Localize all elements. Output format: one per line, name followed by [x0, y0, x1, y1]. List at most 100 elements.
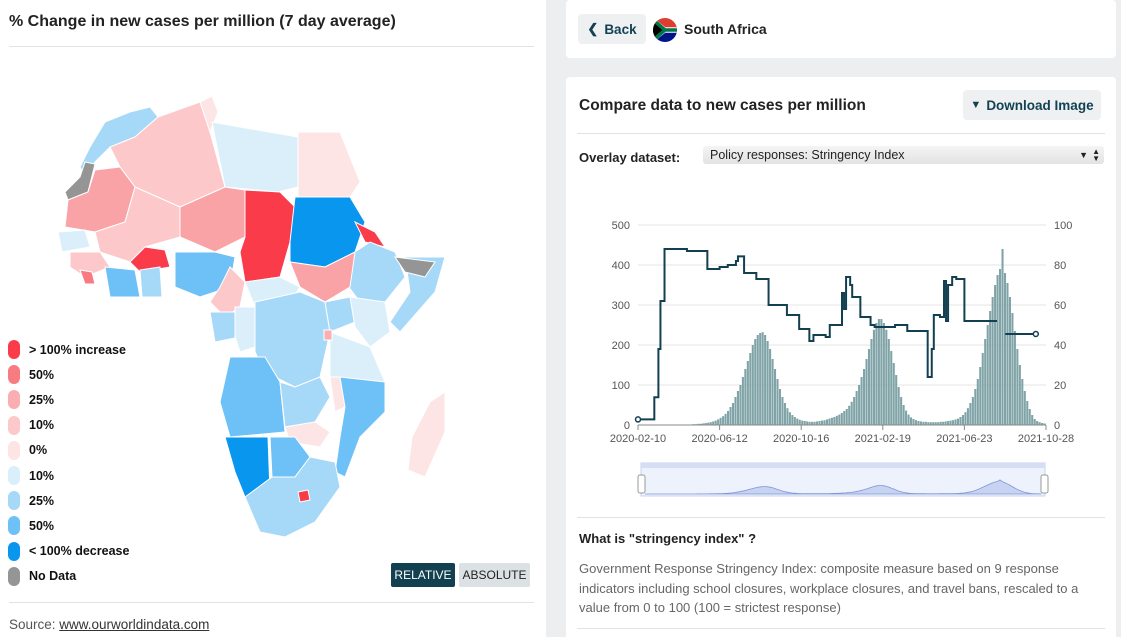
- cases-bar: [855, 391, 858, 425]
- range-handle-right[interactable]: [1040, 474, 1049, 494]
- cases-bar: [833, 417, 836, 425]
- y-left-tick-label: 100: [612, 380, 630, 392]
- map-country-senegal[interactable]: [57, 229, 91, 253]
- cases-bar: [867, 349, 871, 425]
- cases-bar: [905, 410, 908, 425]
- map-panel: % Change in new cases per million (7 day…: [0, 0, 546, 637]
- map-country-zambia[interactable]: [279, 376, 331, 428]
- africa-map[interactable]: [40, 92, 460, 542]
- cases-bar: [1036, 421, 1039, 425]
- legend-item: 10%: [8, 413, 158, 438]
- legend-item: > 100% increase: [8, 337, 158, 362]
- legend-item: < 100% decrease: [8, 539, 158, 564]
- map-country-kenya[interactable]: [349, 296, 391, 348]
- cases-bar: [907, 414, 910, 425]
- cases-bar: [912, 419, 915, 425]
- legend-item: 25%: [8, 387, 158, 412]
- back-button[interactable]: ❮ Back: [578, 14, 646, 44]
- map-country-mozambique[interactable]: [334, 376, 386, 478]
- cases-bar: [914, 420, 918, 425]
- map-country-rwanda[interactable]: [323, 329, 333, 341]
- map-country-libya[interactable]: [211, 121, 299, 193]
- cases-bar: [870, 339, 873, 425]
- range-selector[interactable]: [637, 462, 1049, 497]
- cases-bar: [1006, 283, 1009, 425]
- cases-bar: [927, 422, 930, 425]
- cases-bar: [994, 285, 997, 425]
- cases-bar: [969, 403, 972, 425]
- cases-bar: [880, 319, 883, 425]
- stringency-marker: [634, 416, 642, 423]
- absolute-toggle-button[interactable]: ABSOLUTE: [459, 563, 530, 587]
- x-tick-label: 2021-02-19: [855, 433, 911, 445]
- divider: [9, 602, 534, 603]
- cases-bar: [744, 369, 747, 425]
- map-country-madagascar[interactable]: [407, 391, 446, 478]
- source-link[interactable]: www.ourworldindata.com: [59, 617, 210, 632]
- cases-bar: [956, 418, 960, 425]
- map-country-chad[interactable]: [239, 189, 296, 283]
- cases-bar: [801, 420, 804, 425]
- cases-bar: [729, 407, 732, 425]
- cases-bar: [1016, 349, 1019, 425]
- map-country-sierra-leone[interactable]: [79, 269, 96, 285]
- map-country-eritrea[interactable]: [353, 220, 387, 248]
- cases-bar: [835, 415, 838, 425]
- divider: [9, 46, 534, 47]
- cases-bar: [1043, 423, 1046, 425]
- map-country-congo[interactable]: [234, 306, 256, 353]
- map-country-burkina[interactable]: [129, 246, 171, 273]
- map-country-ghana[interactable]: [139, 266, 163, 298]
- cases-bar: [774, 369, 777, 425]
- y-right-tick-label: 0: [1054, 420, 1060, 432]
- cases-bar: [796, 418, 799, 425]
- map-country-south-africa[interactable]: [244, 456, 341, 538]
- x-tick-label: 2020-02-10: [610, 433, 666, 445]
- overlay-dataset-label: Overlay dataset:: [579, 150, 681, 165]
- map-country-cote-divoire[interactable]: [104, 266, 141, 298]
- cases-bar: [877, 319, 880, 425]
- map-country-lesotho[interactable]: [297, 489, 311, 503]
- range-selector-preview: [645, 479, 1042, 495]
- cases-bar: [986, 325, 989, 425]
- stringency-question: What is "stringency index" ?: [579, 531, 757, 546]
- map-country-south-sudan[interactable]: [289, 251, 356, 303]
- divider: [577, 628, 1105, 629]
- cases-bar: [976, 379, 979, 425]
- cases-bar: [924, 421, 927, 425]
- y-right-tick-label: 80: [1054, 260, 1066, 272]
- cases-bar: [739, 385, 742, 425]
- cases-bar: [803, 421, 806, 425]
- cases-bar: [734, 397, 737, 425]
- cases-bar: [712, 421, 715, 425]
- cases-bar: [1018, 365, 1021, 425]
- cases-bar: [746, 361, 749, 425]
- file-download-icon: ▼: [970, 99, 982, 111]
- cases-bar: [722, 416, 725, 425]
- source-line: Source: www.ourworldindata.com: [9, 617, 209, 632]
- cases-bar: [761, 332, 764, 425]
- relative-toggle-button[interactable]: RELATIVE: [391, 563, 455, 587]
- legend-label: < 100% decrease: [29, 544, 130, 559]
- overlay-chart[interactable]: 0 100 200 300 400 500 0 20 40 60 80 100 2020-02-10…: [566, 197, 1116, 517]
- overlay-dataset-value: Policy responses: Stringency Index: [710, 148, 905, 162]
- cases-bar: [1041, 423, 1044, 425]
- cases-bar: [707, 422, 710, 425]
- cases-bar: [808, 421, 811, 425]
- cases-bar: [843, 411, 846, 425]
- cases-bar: [934, 422, 937, 425]
- cases-bar: [1023, 391, 1026, 425]
- stringency-marker: [1032, 330, 1040, 338]
- download-image-button[interactable]: ▼ Download Image: [963, 90, 1101, 120]
- map-country-angola[interactable]: [219, 356, 286, 438]
- map-country-somaliland[interactable]: [393, 256, 436, 278]
- overlay-dataset-select[interactable]: Policy responses: Stringency Index ▼ ▲ ▼: [703, 146, 1104, 164]
- cases-bar: [984, 339, 987, 425]
- range-handle-left[interactable]: [637, 474, 646, 494]
- cases-bar: [813, 421, 816, 425]
- map-country-somalia[interactable]: [389, 256, 446, 333]
- map-country-egypt[interactable]: [297, 131, 361, 198]
- y-left-tick-label: 500: [612, 220, 630, 232]
- y-left-tick-label: 400: [612, 260, 630, 272]
- legend-item: 25%: [8, 488, 158, 513]
